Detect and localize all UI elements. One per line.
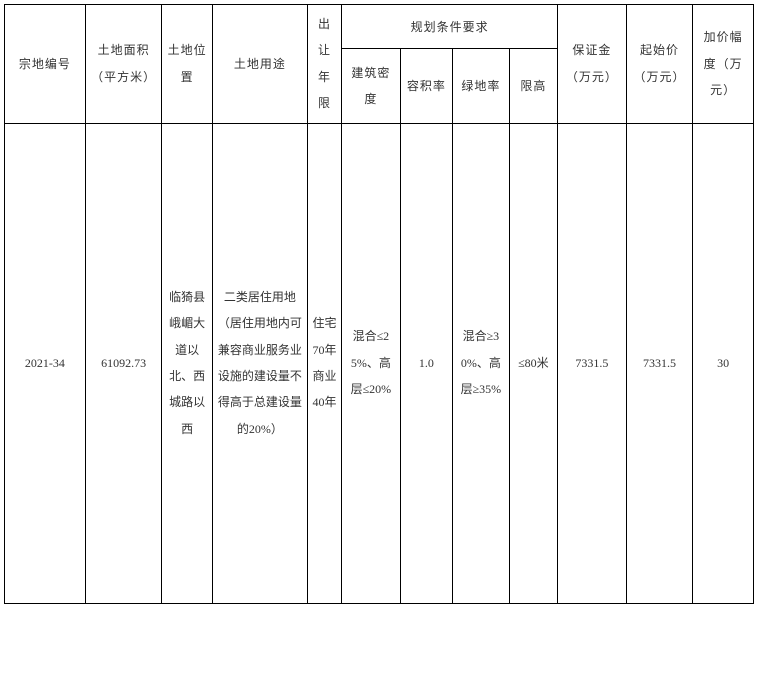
header-parcel-id: 宗地编号 [5, 5, 86, 124]
header-start-price: 起始价（万元） [626, 5, 693, 124]
cell-land-area: 61092.73 [85, 123, 162, 603]
cell-deposit: 7331.5 [558, 123, 627, 603]
cell-parcel-id: 2021-34 [5, 123, 86, 603]
cell-building-density: 混合≤25%、高层≤20% [342, 123, 401, 603]
land-auction-table: 宗地编号 土地面积（平方米） 土地位置 土地用途 出让年限 规划条件要求 保证金… [4, 4, 754, 604]
cell-increment: 30 [693, 123, 754, 603]
header-land-location: 土地位置 [162, 5, 212, 124]
header-transfer-years: 出让年限 [307, 5, 341, 124]
cell-land-location: 临猗县峨嵋大道以北、西城路以西 [162, 123, 212, 603]
header-land-use: 土地用途 [212, 5, 307, 124]
header-deposit: 保证金（万元） [558, 5, 627, 124]
header-increment: 加价幅度（万元） [693, 5, 754, 124]
header-building-density: 建筑密度 [342, 49, 401, 123]
cell-green-rate: 混合≥30%、高层≥35% [453, 123, 510, 603]
header-plan-condition-group: 规划条件要求 [342, 5, 558, 49]
header-far: 容积率 [400, 49, 452, 123]
header-green-rate: 绿地率 [453, 49, 510, 123]
cell-start-price: 7331.5 [626, 123, 693, 603]
header-land-area: 土地面积（平方米） [85, 5, 162, 124]
header-height-limit: 限高 [509, 49, 557, 123]
cell-land-use: 二类居住用地（居住用地内可兼容商业服务业设施的建设量不得高于总建设量的20%） [212, 123, 307, 603]
table-row: 2021-34 61092.73 临猗县峨嵋大道以北、西城路以西 二类居住用地（… [5, 123, 754, 603]
cell-transfer-years: 住宅70年 商业40年 [307, 123, 341, 603]
cell-height-limit: ≤80米 [509, 123, 557, 603]
cell-far: 1.0 [400, 123, 452, 603]
